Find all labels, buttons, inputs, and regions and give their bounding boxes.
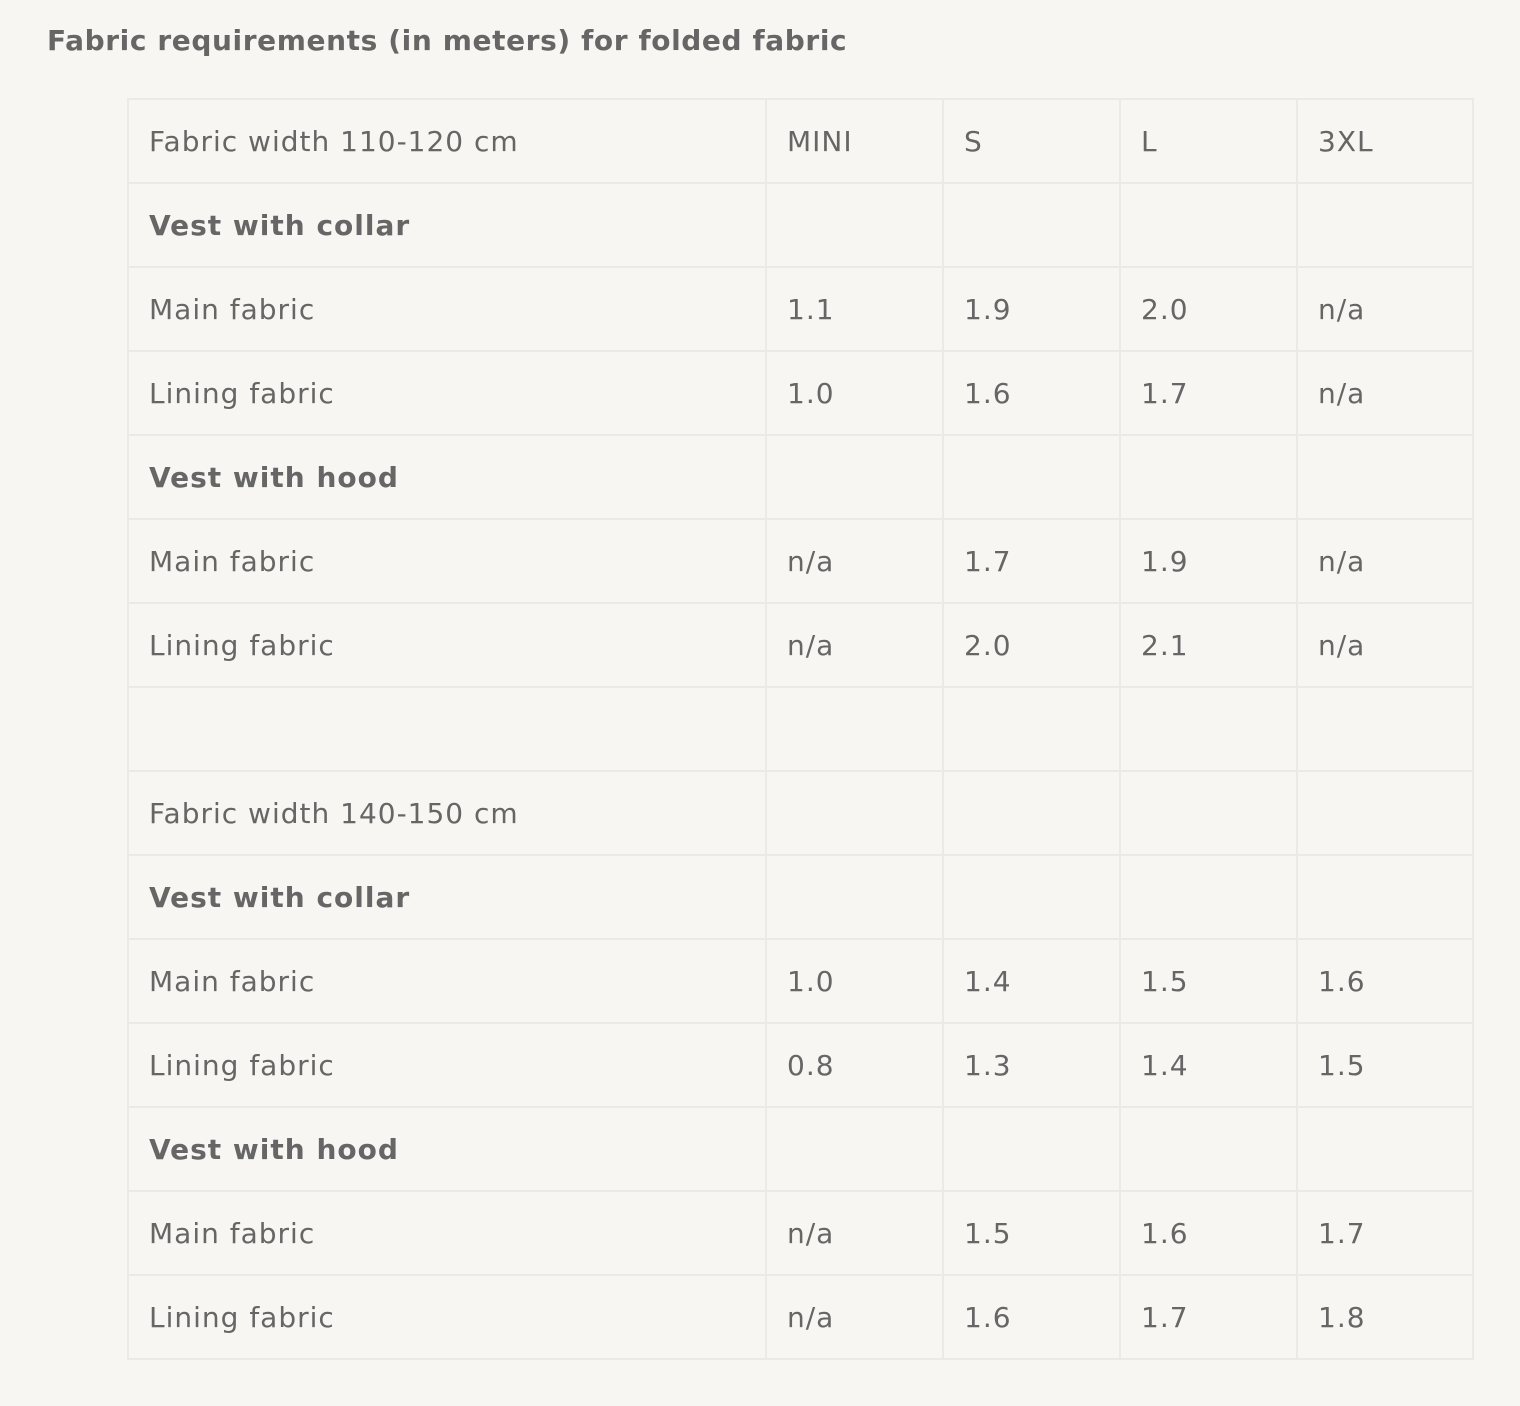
row-label-cell: Main fabric (127, 1190, 767, 1276)
value-cell (1296, 1106, 1474, 1192)
value-cell: 1.5 (1296, 1022, 1474, 1108)
table-row: Main fabric 1.1 1.9 2.0 n/a (127, 266, 1474, 352)
value-cell (942, 686, 1121, 772)
value-cell (942, 182, 1121, 268)
value-cell: 1.7 (1119, 350, 1298, 436)
value-cell (1296, 854, 1474, 940)
header-row: Fabric width 110-120 cm MINI S L 3XL (127, 98, 1474, 184)
value-cell (942, 854, 1121, 940)
spacer-row (127, 686, 1474, 772)
value-cell: n/a (1296, 350, 1474, 436)
value-cell: 0.8 (765, 1022, 944, 1108)
row-label-cell: Fabric width 110-120 cm (127, 98, 767, 184)
section-row: Vest with hood (127, 434, 1474, 520)
value-cell: 1.7 (1119, 1274, 1298, 1360)
page-title: Fabric requirements (in meters) for fold… (47, 24, 848, 57)
value-cell: 1.1 (765, 266, 944, 352)
value-cell (765, 854, 944, 940)
value-cell (1119, 182, 1298, 268)
row-label-cell: Vest with collar (127, 182, 767, 268)
value-cell: 1.9 (942, 266, 1121, 352)
value-cell: n/a (1296, 602, 1474, 688)
value-cell: MINI (765, 98, 944, 184)
value-cell: 1.6 (1119, 1190, 1298, 1276)
header-row: Fabric width 140-150 cm (127, 770, 1474, 856)
row-label-cell: Lining fabric (127, 1022, 767, 1108)
row-label-cell: Lining fabric (127, 602, 767, 688)
section-row: Vest with hood (127, 1106, 1474, 1192)
value-cell: 1.7 (1296, 1190, 1474, 1276)
row-label-cell: Vest with collar (127, 854, 767, 940)
row-label-cell: Lining fabric (127, 350, 767, 436)
value-cell (1119, 1106, 1298, 1192)
value-cell: 1.6 (942, 1274, 1121, 1360)
value-cell (765, 1106, 944, 1192)
table-row: Main fabric n/a 1.7 1.9 n/a (127, 518, 1474, 604)
table-body: Fabric width 110-120 cm MINI S L 3XL Vest wit… (127, 98, 1474, 1360)
value-cell (1296, 686, 1474, 772)
fabric-requirements-table: Fabric width 110-120 cm MINI S L 3XL Vest wit… (127, 98, 1474, 1360)
row-label-cell: Main fabric (127, 266, 767, 352)
value-cell: n/a (765, 1190, 944, 1276)
value-cell: 1.7 (942, 518, 1121, 604)
value-cell: 1.6 (1296, 938, 1474, 1024)
value-cell (765, 686, 944, 772)
row-label-cell: Vest with hood (127, 1106, 767, 1192)
value-cell: n/a (765, 1274, 944, 1360)
value-cell: n/a (1296, 266, 1474, 352)
value-cell (1296, 434, 1474, 520)
value-cell (942, 1106, 1121, 1192)
value-cell (942, 770, 1121, 856)
table-row: Lining fabric n/a 2.0 2.1 n/a (127, 602, 1474, 688)
value-cell (765, 434, 944, 520)
value-cell: 2.1 (1119, 602, 1298, 688)
value-cell: 1.9 (1119, 518, 1298, 604)
value-cell: 1.3 (942, 1022, 1121, 1108)
value-cell (1119, 434, 1298, 520)
value-cell (765, 770, 944, 856)
value-cell: 1.5 (1119, 938, 1298, 1024)
row-label-cell: Main fabric (127, 938, 767, 1024)
row-label-cell: Fabric width 140-150 cm (127, 770, 767, 856)
value-cell (1296, 182, 1474, 268)
value-cell: 1.0 (765, 938, 944, 1024)
value-cell: 2.0 (942, 602, 1121, 688)
value-cell: 1.0 (765, 350, 944, 436)
row-label-cell: Main fabric (127, 518, 767, 604)
value-cell: 1.4 (1119, 1022, 1298, 1108)
value-cell: L (1119, 98, 1298, 184)
value-cell (1119, 686, 1298, 772)
table-row: Lining fabric 1.0 1.6 1.7 n/a (127, 350, 1474, 436)
value-cell: 3XL (1296, 98, 1474, 184)
row-label-cell: Vest with hood (127, 434, 767, 520)
row-label-cell: Lining fabric (127, 1274, 767, 1360)
value-cell: S (942, 98, 1121, 184)
value-cell: 2.0 (1119, 266, 1298, 352)
value-cell: 1.5 (942, 1190, 1121, 1276)
value-cell (1119, 854, 1298, 940)
value-cell: 1.6 (942, 350, 1121, 436)
table-row: Main fabric 1.0 1.4 1.5 1.6 (127, 938, 1474, 1024)
value-cell (765, 182, 944, 268)
section-row: Vest with collar (127, 182, 1474, 268)
value-cell (1296, 770, 1474, 856)
table-row: Lining fabric n/a 1.6 1.7 1.8 (127, 1274, 1474, 1360)
row-label-cell (127, 686, 767, 772)
section-row: Vest with collar (127, 854, 1474, 940)
value-cell: 1.8 (1296, 1274, 1474, 1360)
value-cell: n/a (1296, 518, 1474, 604)
value-cell: n/a (765, 518, 944, 604)
value-cell (1119, 770, 1298, 856)
table-row: Main fabric n/a 1.5 1.6 1.7 (127, 1190, 1474, 1276)
value-cell: n/a (765, 602, 944, 688)
table-row: Lining fabric 0.8 1.3 1.4 1.5 (127, 1022, 1474, 1108)
value-cell: 1.4 (942, 938, 1121, 1024)
value-cell (942, 434, 1121, 520)
